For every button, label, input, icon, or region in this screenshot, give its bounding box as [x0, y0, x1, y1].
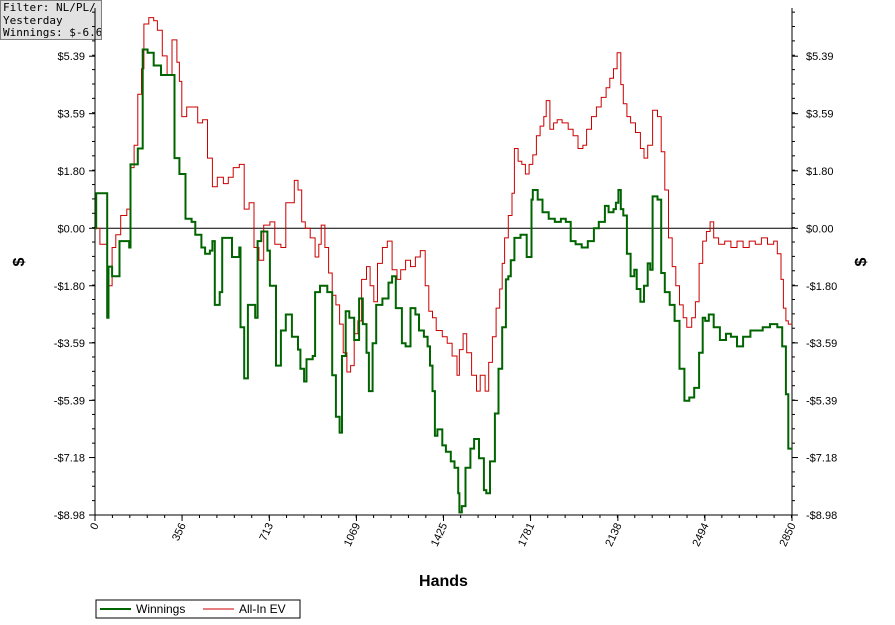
- y-tick-label-right: -$3.59: [806, 338, 837, 350]
- y-tick-label-left: $0.00: [57, 223, 85, 235]
- winnings-summary: Winnings: $-6.60: [3, 26, 102, 39]
- legend-box: [95, 599, 301, 619]
- y-tick-label-right: -$1.80: [806, 281, 837, 293]
- y-tick-label-right: -$7.18: [806, 453, 837, 465]
- y-tick-label-right: -$5.39: [806, 395, 837, 407]
- x-tick-label: 1069: [342, 521, 363, 548]
- y-axis-title-left: $: [11, 257, 28, 266]
- legend: Winnings All-In EV: [95, 599, 301, 619]
- y-tick-label-left: $5.39: [57, 51, 85, 63]
- filter-period: Yesterday: [3, 13, 63, 27]
- y-tick-label-left: -$7.18: [54, 453, 85, 465]
- y-tick-label-right: $3.59: [806, 109, 834, 121]
- y-tick-label-right: $1.80: [806, 166, 834, 178]
- axes-layer: [89, 8, 798, 521]
- winnings-series-line: [95, 48, 792, 514]
- y-tick-label-left: -$5.39: [54, 395, 85, 407]
- x-tick-label: 2494: [690, 521, 711, 548]
- legend-allin-ev-label: All-In EV: [239, 602, 286, 616]
- y-axis-title-right: $: [853, 257, 870, 266]
- y-tick-label-right: $5.39: [806, 51, 834, 63]
- y-tick-label-left: -$3.59: [54, 338, 85, 350]
- y-tick-label-right: -$8.98: [806, 510, 837, 522]
- x-tick-label: 1425: [429, 521, 450, 548]
- labels-layer: $5.39 $5.39 $3.59 $3.59 $1.80 $1.80 $0.00 $0.00…: [11, 51, 870, 590]
- allin-ev-series-line: [95, 17, 792, 392]
- y-tick-label-left: -$1.80: [54, 281, 85, 293]
- x-tick-label: 356: [170, 521, 189, 543]
- x-tick-label: 1781: [516, 521, 537, 548]
- series-layer: [95, 17, 792, 514]
- x-tick-label: 2850: [777, 521, 798, 548]
- y-tick-label-left: -$8.98: [54, 510, 85, 522]
- x-tick-label: 713: [257, 521, 276, 543]
- x-tick-label: 2138: [603, 521, 624, 548]
- y-tick-label-left: $1.80: [57, 166, 85, 178]
- x-axis-title: Hands: [419, 573, 468, 590]
- filter-info-box: Filter: NL/PL/ Yesterday Winnings: $-6.6…: [0, 0, 102, 40]
- y-tick-label-right: $0.00: [806, 223, 834, 235]
- legend-winnings-label: Winnings: [136, 602, 185, 616]
- y-tick-label-left: $3.59: [57, 109, 85, 121]
- filter-line: Filter: NL/PL/: [3, 1, 96, 14]
- x-tick-label: 0: [88, 521, 101, 532]
